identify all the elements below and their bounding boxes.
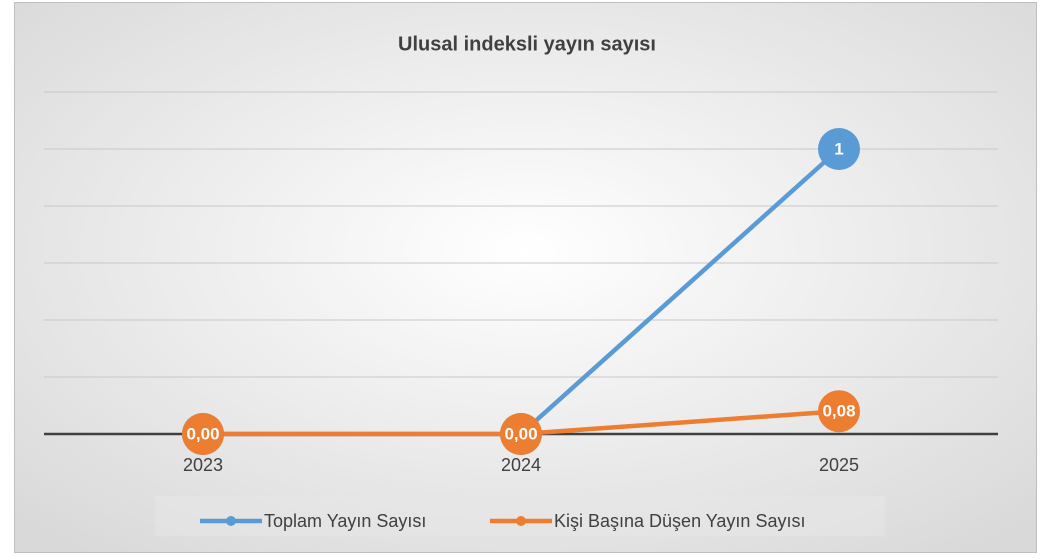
chart-frame bbox=[14, 2, 1037, 553]
legend-marker bbox=[516, 516, 526, 526]
x-tick-label: 2024 bbox=[501, 455, 541, 475]
legend-label: Kişi Başına Düşen Yayın Sayısı bbox=[554, 511, 805, 531]
legend-box bbox=[155, 496, 885, 536]
legend-label: Toplam Yayın Sayısı bbox=[264, 511, 426, 531]
x-tick-label: 2025 bbox=[819, 455, 859, 475]
x-tick-label: 2023 bbox=[183, 455, 223, 475]
data-label: 0,00 bbox=[504, 424, 537, 443]
data-point bbox=[500, 413, 542, 455]
data-point bbox=[818, 128, 860, 170]
data-label: 0,08 bbox=[822, 402, 855, 421]
data-label: 0,00 bbox=[186, 424, 219, 443]
chart-title: Ulusal indeksli yayın sayısı bbox=[398, 33, 656, 55]
data-point bbox=[182, 413, 224, 455]
data-label: 1 bbox=[834, 139, 843, 158]
legend-marker bbox=[226, 516, 236, 526]
data-point bbox=[818, 390, 860, 433]
